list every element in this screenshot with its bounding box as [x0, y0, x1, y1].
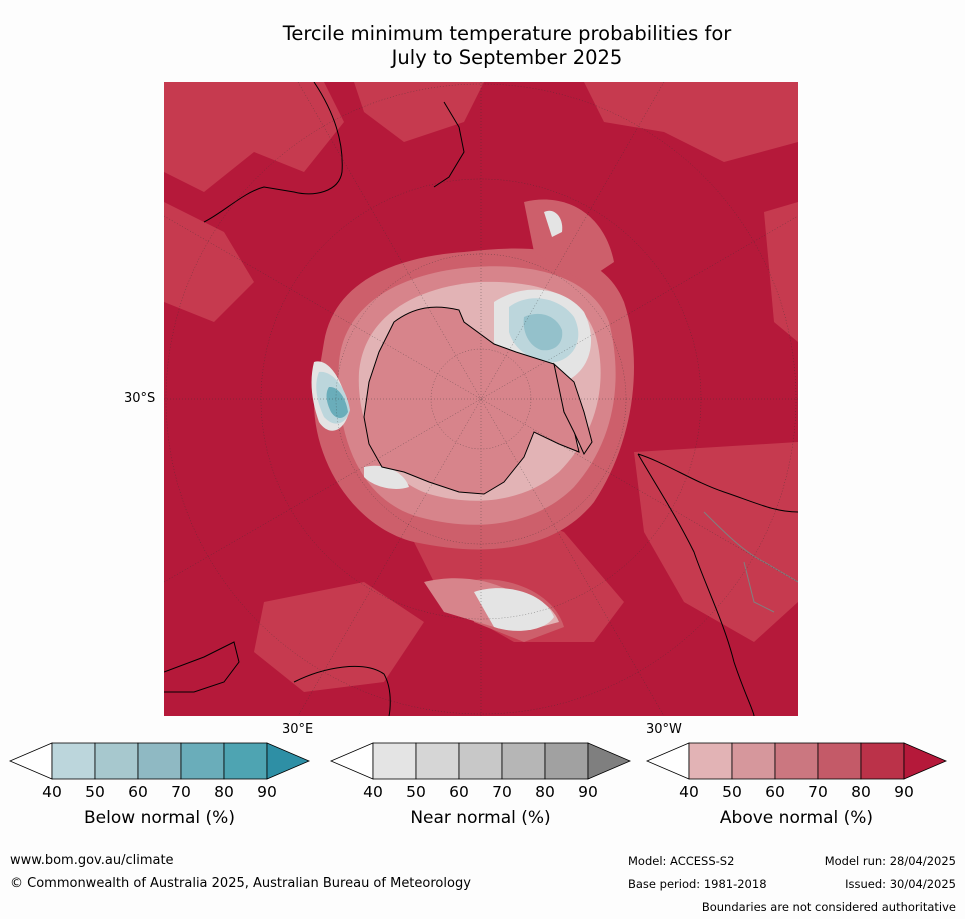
copyright-text: © Commonwealth of Australia 2025, Austra…	[10, 876, 471, 891]
colorbar-segment	[544, 742, 589, 780]
colorbar-tick-label: 90	[257, 783, 277, 801]
colorbar-tick-label: 70	[808, 783, 828, 801]
colorbar-tick-label: 60	[128, 783, 148, 801]
colorbar-segment	[51, 742, 96, 780]
colorbar-svg	[329, 742, 632, 780]
graticule	[164, 82, 798, 716]
colorbar-tick-label: 60	[765, 783, 785, 801]
colorbar-under-triangle	[8, 742, 53, 780]
country-borders	[703, 511, 798, 613]
colorbar-segment	[817, 742, 862, 780]
colorbar-segment	[458, 742, 503, 780]
colorbar-tick-label: 80	[535, 783, 555, 801]
colorbar-over-triangle	[587, 742, 632, 780]
colorbar-svg	[645, 742, 948, 780]
colorbar-tick-label: 90	[894, 783, 914, 801]
colorbar-segment	[223, 742, 268, 780]
coastlines	[164, 82, 798, 716]
model-run-text: Model run: 28/04/2025	[824, 854, 956, 868]
colorbar-3	[645, 742, 948, 780]
colorbar-segment	[774, 742, 819, 780]
colorbar-segment	[415, 742, 460, 780]
colorbar-segment	[137, 742, 182, 780]
colorbar-tick-label: 40	[679, 783, 699, 801]
colorbar-svg	[8, 742, 311, 780]
colorbar-title: Near normal (%)	[410, 808, 551, 828]
colorbar-under-triangle	[645, 742, 690, 780]
issued-text: Issued: 30/04/2025	[845, 877, 956, 891]
below-normal-patches	[316, 298, 579, 424]
map-svg	[164, 82, 798, 716]
colorbar-title: Above normal (%)	[719, 808, 874, 828]
colorbar-over-triangle	[903, 742, 948, 780]
colorbar-title: Below normal (%)	[84, 808, 235, 828]
colorbar-segment	[860, 742, 905, 780]
colorbar-tick-label: 70	[492, 783, 512, 801]
colorbar-segment	[94, 742, 139, 780]
base-period-text: Base period: 1981-2018	[628, 877, 767, 891]
colorbar-segment	[688, 742, 733, 780]
latitude-label: 30°S	[124, 391, 156, 406]
colorbar-tick-label: 80	[851, 783, 871, 801]
colorbar-tick-label: 70	[171, 783, 191, 801]
disclaimer-text: Boundaries are not considered authoritat…	[701, 900, 956, 914]
colorbar-1	[8, 742, 311, 780]
colorbar-tick-label: 40	[42, 783, 62, 801]
model-text: Model: ACCESS-S2	[628, 854, 735, 868]
antarctic-peninsula	[553, 362, 593, 456]
colorbar-tick-label: 40	[363, 783, 383, 801]
colorbar-segment	[501, 742, 546, 780]
colorbar-segment	[372, 742, 417, 780]
map-title: Tercile minimum temperature probabilitie…	[160, 22, 854, 70]
website-link[interactable]: www.bom.gov.au/climate	[10, 853, 174, 868]
title-line-2: July to September 2025	[391, 46, 623, 69]
probability-map	[164, 82, 798, 716]
colorbar-under-triangle	[329, 742, 374, 780]
colorbar-tick-label: 50	[406, 783, 426, 801]
longitude-label-east: 30°E	[282, 722, 314, 737]
colorbar-tick-label: 90	[578, 783, 598, 801]
colorbar-segment	[180, 742, 225, 780]
colorbar-tick-label: 50	[85, 783, 105, 801]
longitude-label-west: 30°W	[646, 722, 682, 737]
colorbar-tick-label: 50	[722, 783, 742, 801]
colorbar-tick-label: 60	[449, 783, 469, 801]
colorbar-tick-label: 80	[214, 783, 234, 801]
colorbar-over-triangle	[266, 742, 311, 780]
title-line-1: Tercile minimum temperature probabilitie…	[282, 22, 732, 45]
colorbar-2	[329, 742, 632, 780]
colorbar-segment	[731, 742, 776, 780]
